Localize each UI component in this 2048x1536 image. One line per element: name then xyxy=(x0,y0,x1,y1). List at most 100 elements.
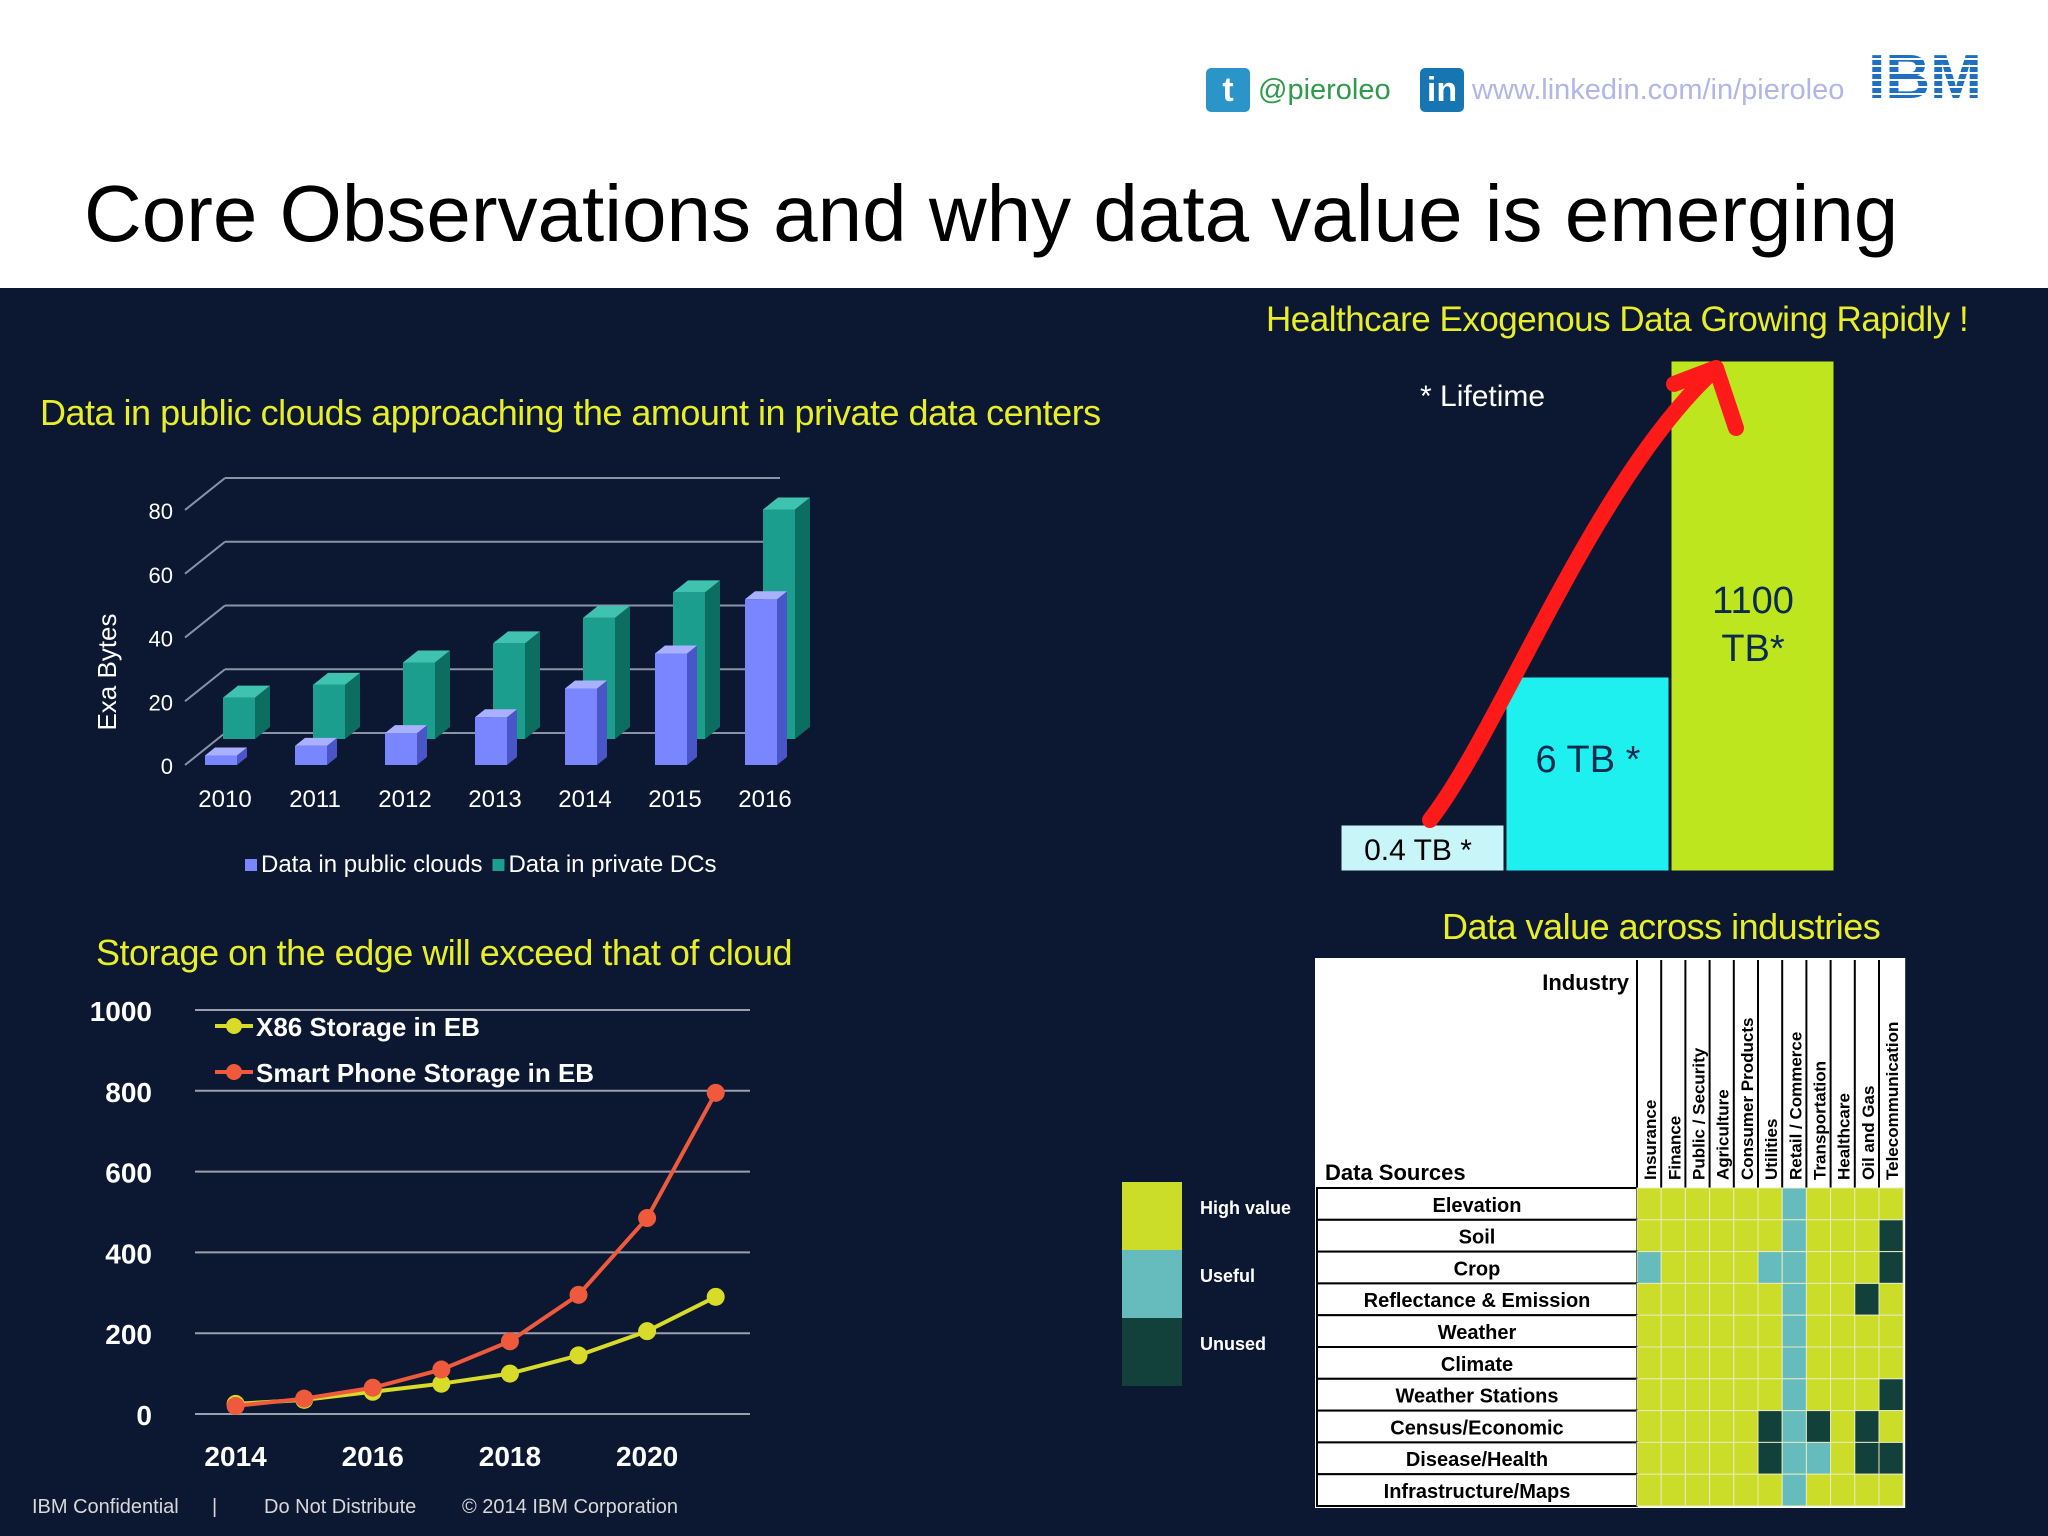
row-label-cell xyxy=(1316,1218,1638,1253)
heatmap-cell xyxy=(1684,1473,1711,1507)
gridline-diagonal xyxy=(184,604,226,639)
x-tick-label: 2013 xyxy=(468,786,521,813)
chart-edge-title: Storage on the edge will exceed that of … xyxy=(96,932,793,973)
heatmap-cell xyxy=(1709,1187,1735,1221)
column-label: Agriculture xyxy=(1714,1089,1733,1180)
heatmap-cell xyxy=(1805,1282,1832,1316)
legend-swatch xyxy=(1122,1318,1182,1386)
bar-public-cloud xyxy=(475,717,507,765)
twitter-icon: t xyxy=(1206,68,1250,112)
heatmap-cell xyxy=(1854,1282,1880,1316)
heatmap-cell xyxy=(1709,1441,1735,1475)
bar-top xyxy=(565,680,607,689)
bar-top xyxy=(583,605,630,618)
heatmap-cell xyxy=(1660,1378,1686,1412)
data-point xyxy=(432,1360,451,1379)
legend-swatch xyxy=(1122,1250,1182,1318)
heatmap-cell xyxy=(1733,1378,1759,1412)
linkedin-icon: in xyxy=(1420,68,1464,112)
heatmap-cell xyxy=(1636,1187,1662,1221)
heatmap-cell xyxy=(1757,1378,1783,1412)
x-tick-label: 2020 xyxy=(616,1441,678,1472)
footer-confidential: IBM Confidential xyxy=(32,1496,179,1518)
linkedin-link[interactable]: in www.linkedin.com/in/pieroleo xyxy=(1420,66,1844,114)
heatmap-cell xyxy=(1830,1378,1856,1412)
column-label: Healthcare xyxy=(1835,1093,1854,1180)
heatmap-cell xyxy=(1781,1410,1807,1443)
y-tick-label: 400 xyxy=(105,1238,152,1269)
heatmap-cell xyxy=(1757,1282,1783,1316)
heatmap-cell xyxy=(1830,1346,1856,1380)
bar-side xyxy=(507,709,517,765)
gridline-diagonal xyxy=(184,540,226,575)
bar-side xyxy=(705,580,720,739)
heatmap-cell xyxy=(1781,1473,1807,1507)
y-tick-label: 600 xyxy=(105,1158,152,1189)
heatmap-cell xyxy=(1709,1219,1735,1253)
heatmap-cell xyxy=(1854,1441,1880,1475)
chart-cloud-title: Data in public clouds approaching the am… xyxy=(40,392,1101,433)
heatmap-cell xyxy=(1636,1473,1662,1507)
heatmap-cell xyxy=(1854,1473,1880,1507)
heatmap-cell xyxy=(1660,1410,1686,1443)
footer-copyright: © 2014 IBM Corporation xyxy=(462,1496,678,1518)
heatmap-cell xyxy=(1830,1187,1856,1221)
twitter-link[interactable]: t @pieroleo xyxy=(1206,66,1391,114)
bar-side xyxy=(525,631,540,739)
heatmap-cell xyxy=(1684,1378,1711,1412)
y-tick-label: 1000 xyxy=(90,996,152,1027)
data-point xyxy=(500,1364,519,1383)
heatmap-cell xyxy=(1878,1282,1904,1316)
column-label: Telecommunication xyxy=(1883,1022,1902,1180)
heatmap-cell xyxy=(1830,1219,1856,1253)
legend-label: Unused xyxy=(1200,1334,1266,1354)
bar-top xyxy=(493,631,540,644)
row-label: Disease/Health xyxy=(1406,1449,1548,1471)
heatmap-cell xyxy=(1781,1441,1807,1475)
heatmap-cell xyxy=(1684,1410,1711,1443)
heatmap-cell xyxy=(1636,1441,1662,1475)
row-label: Infrastructure/Maps xyxy=(1384,1481,1571,1503)
heatmap-cell xyxy=(1733,1346,1759,1380)
heatmap-cell xyxy=(1733,1314,1759,1348)
legend-marker xyxy=(226,1018,242,1034)
row-label-cell xyxy=(1316,1314,1638,1349)
column-label: Insurance xyxy=(1641,1100,1660,1180)
data-point xyxy=(569,1346,588,1365)
heatmap-cell xyxy=(1830,1251,1856,1284)
cloud-y-axis-label: Exa Bytes xyxy=(92,613,122,730)
heatmap-cell xyxy=(1660,1473,1686,1507)
heatmap-cell xyxy=(1830,1441,1856,1475)
data-point xyxy=(569,1285,588,1304)
row-label-cell xyxy=(1316,1473,1638,1508)
growth-arrow-head xyxy=(1666,360,1744,436)
heatmap-cell xyxy=(1781,1187,1807,1221)
bar-public-cloud xyxy=(565,688,597,765)
x-tick-label: 2014 xyxy=(558,786,611,813)
healthcare-bar-chart: 0.4 TB * 6 TB * 1100 TB* xyxy=(1338,358,1837,874)
row-header: Data Sources xyxy=(1325,1160,1466,1185)
heatmap-cell xyxy=(1709,1346,1735,1380)
bar-top xyxy=(403,650,450,663)
heatmap-cell xyxy=(1757,1441,1783,1475)
column-label: Retail / Commerce xyxy=(1786,1032,1805,1180)
heatmap-cell xyxy=(1636,1378,1662,1412)
lifetime-note: * Lifetime xyxy=(1420,380,1546,413)
y-tick-label: 80 xyxy=(149,499,173,524)
bar-public-cloud xyxy=(655,653,687,765)
legend-label: X86 Storage in EB xyxy=(256,1012,480,1042)
heatmap-cell xyxy=(1636,1251,1662,1284)
row-label: Crop xyxy=(1454,1258,1501,1280)
legend-label: High value xyxy=(1200,1198,1291,1218)
heatmap-cell xyxy=(1684,1219,1711,1253)
ibm-logo: IBM xyxy=(1868,46,1982,106)
heatmap-cell xyxy=(1854,1410,1880,1443)
heatmap-cell xyxy=(1733,1410,1759,1443)
bar-side xyxy=(615,605,630,739)
heatmap-cell xyxy=(1830,1473,1856,1507)
column-label: Oil and Gas xyxy=(1859,1086,1878,1180)
bar-side xyxy=(417,725,427,765)
x-tick-label: 2015 xyxy=(648,786,701,813)
y-tick-label: 800 xyxy=(105,1077,152,1108)
bar-side xyxy=(795,497,810,739)
